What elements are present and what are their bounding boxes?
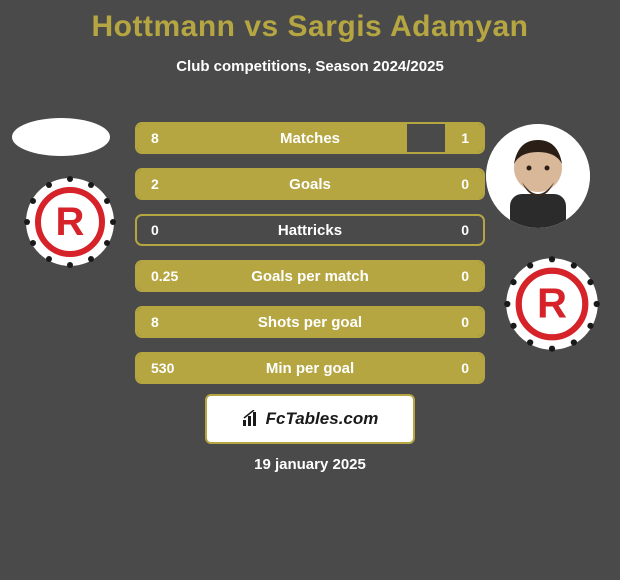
branding-text: FcTables.com — [266, 409, 379, 429]
branding-badge: FcTables.com — [205, 394, 415, 444]
stat-label: Matches — [137, 130, 483, 147]
page-title: Hottmann vs Sargis Adamyan — [0, 0, 620, 44]
club-logo-left: R — [20, 172, 120, 272]
stat-label: Shots per goal — [137, 314, 483, 331]
stat-row: 2Goals0 — [135, 168, 485, 200]
svg-text:R: R — [56, 200, 85, 244]
stat-value-right: 1 — [461, 130, 469, 146]
jahn-regensburg-logo-icon: R — [20, 172, 120, 272]
stat-value-right: 0 — [461, 176, 469, 192]
svg-text:R: R — [537, 280, 567, 327]
stat-row: 0.25Goals per match0 — [135, 260, 485, 292]
stat-value-right: 0 — [461, 222, 469, 238]
stat-label: Hattricks — [137, 222, 483, 239]
stat-value-right: 0 — [461, 268, 469, 284]
jahn-regensburg-logo-icon: R — [500, 252, 604, 356]
comparison-infographic: Hottmann vs Sargis Adamyan Club competit… — [0, 0, 620, 580]
player-face-icon — [486, 124, 590, 228]
date-text: 19 january 2025 — [0, 456, 620, 473]
chart-icon — [242, 410, 260, 428]
stat-row: 8Shots per goal0 — [135, 306, 485, 338]
stat-label: Min per goal — [137, 360, 483, 377]
subtitle: Club competitions, Season 2024/2025 — [0, 58, 620, 75]
stat-label: Goals per match — [137, 268, 483, 285]
stat-row: 8Matches1 — [135, 122, 485, 154]
stat-value-right: 0 — [461, 314, 469, 330]
stat-value-right: 0 — [461, 360, 469, 376]
stat-label: Goals — [137, 176, 483, 193]
player-left-avatar — [12, 118, 110, 156]
club-logo-right: R — [500, 252, 604, 356]
stat-row: 530Min per goal0 — [135, 352, 485, 384]
stat-row: 0Hattricks0 — [135, 214, 485, 246]
player-right-avatar — [486, 124, 590, 228]
stats-panel: 8Matches12Goals00Hattricks00.25Goals per… — [135, 122, 485, 398]
